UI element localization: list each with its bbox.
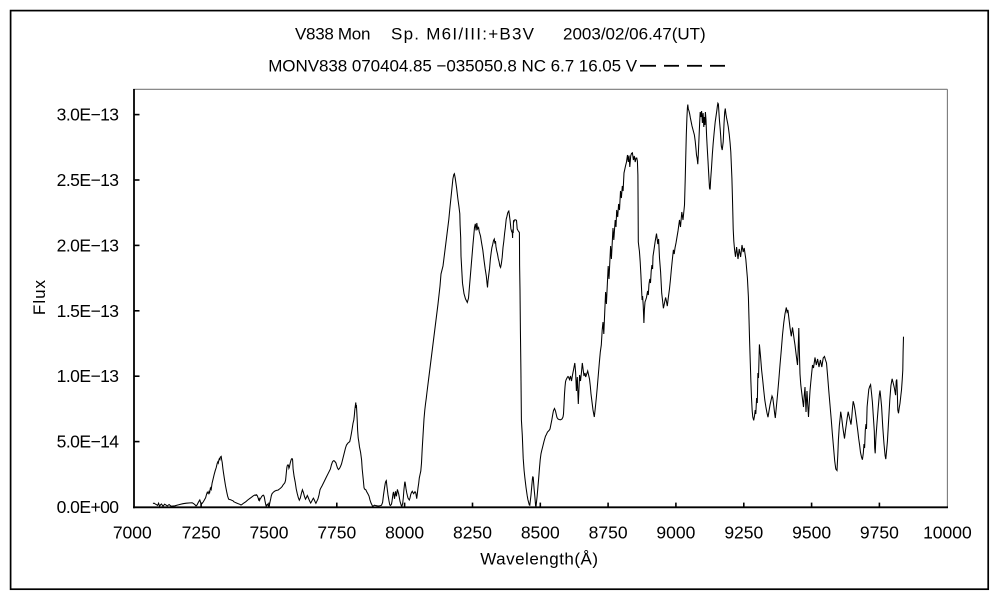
svg-text:10000: 10000 <box>923 523 972 543</box>
svg-text:9500: 9500 <box>792 523 831 543</box>
svg-text:7500: 7500 <box>250 523 289 543</box>
svg-text:V838 Mon: V838 Mon <box>295 24 370 43</box>
svg-text:5.0E−14: 5.0E−14 <box>57 432 120 452</box>
svg-text:7000: 7000 <box>113 523 152 543</box>
svg-text:2.5E−13: 2.5E−13 <box>57 170 119 190</box>
svg-text:8000: 8000 <box>385 523 424 543</box>
svg-text:9000: 9000 <box>656 523 695 543</box>
svg-text:7750: 7750 <box>317 523 356 543</box>
svg-text:Wavelength(Å): Wavelength(Å) <box>480 550 598 569</box>
svg-text:MONV838 070404.85 −035050.8 NC: MONV838 070404.85 −035050.8 NC 6.7 16.05… <box>268 56 638 75</box>
svg-text:3.0E−13: 3.0E−13 <box>57 105 119 125</box>
svg-text:Flux: Flux <box>30 279 49 315</box>
svg-text:8750: 8750 <box>589 523 628 543</box>
svg-text:0.0E+00: 0.0E+00 <box>57 497 120 517</box>
svg-text:9250: 9250 <box>724 523 763 543</box>
svg-text:1.0E−13: 1.0E−13 <box>57 366 119 386</box>
svg-text:1.5E−13: 1.5E−13 <box>57 301 119 321</box>
svg-text:8250: 8250 <box>453 523 492 543</box>
svg-text:Sp. M6I/III:+B3V: Sp. M6I/III:+B3V <box>391 24 535 43</box>
svg-text:2.0E−13: 2.0E−13 <box>57 235 119 255</box>
svg-text:7250: 7250 <box>182 523 221 543</box>
svg-text:9750: 9750 <box>860 523 899 543</box>
svg-text:8500: 8500 <box>521 523 560 543</box>
svg-text:2003/02/06.47(UT): 2003/02/06.47(UT) <box>563 24 706 43</box>
